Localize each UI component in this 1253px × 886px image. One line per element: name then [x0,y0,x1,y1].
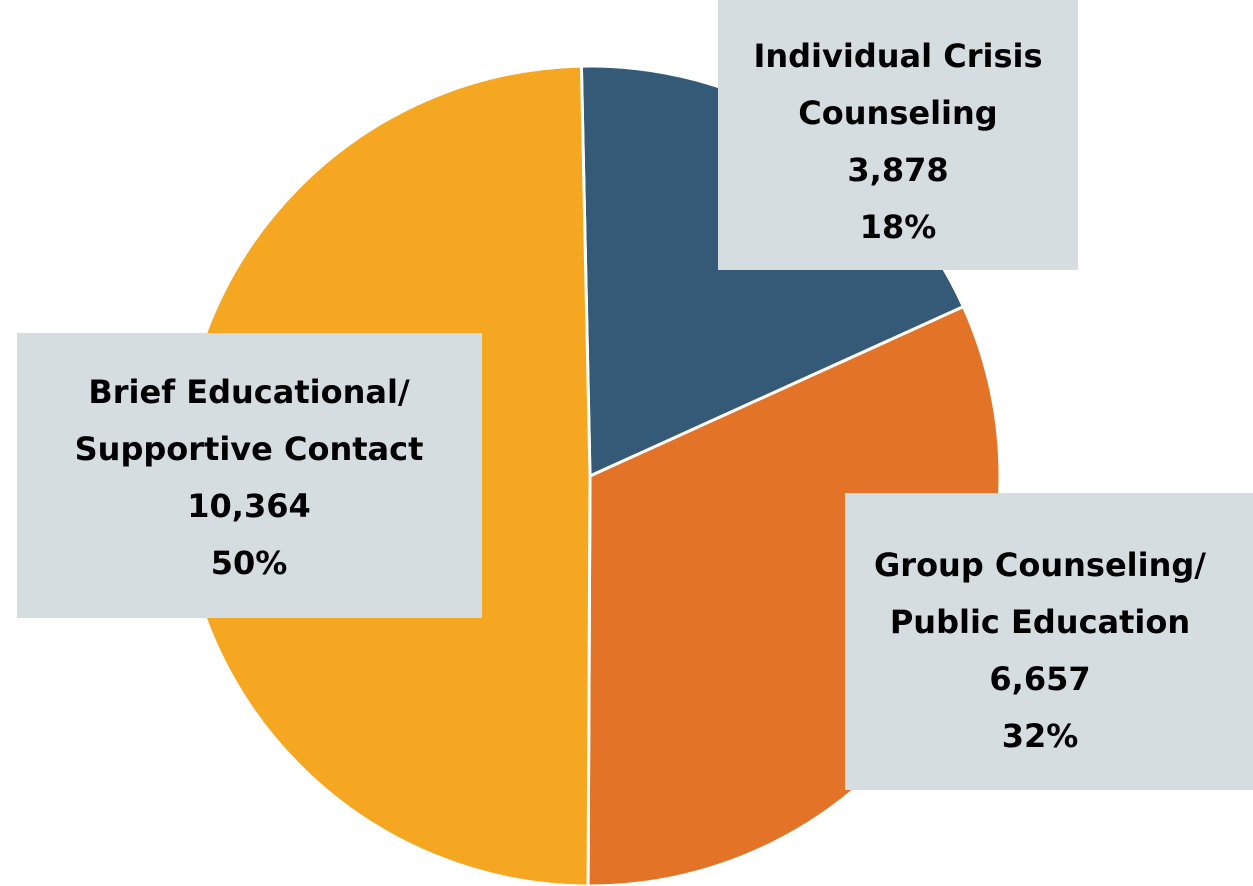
slice-label: Public Education [890,603,1190,641]
slice-label: Counseling [798,94,997,132]
value-label: 10,364 [187,487,310,525]
label-box [845,493,1253,790]
slice-label: Individual Crisis [753,37,1042,75]
slice-label: Group Counseling/ [874,546,1206,584]
slice-label: Brief Educational/ [88,373,410,411]
percent-label: 32% [1002,717,1079,755]
label-box [17,333,482,618]
percent-label: 50% [211,544,288,582]
data-label: Group Counseling/Public Education 6,657 32… [845,493,1253,790]
value-label: 6,657 [989,660,1090,698]
data-label: Brief Educational/Supportive Contact 10,3… [17,333,482,618]
slice-label: Supportive Contact [75,430,424,468]
percent-label: 18% [860,208,937,246]
data-label: Individual Crisis Counseling 3,878 18% [718,0,1078,270]
label-box [718,0,1078,270]
value-label: 3,878 [847,151,948,189]
